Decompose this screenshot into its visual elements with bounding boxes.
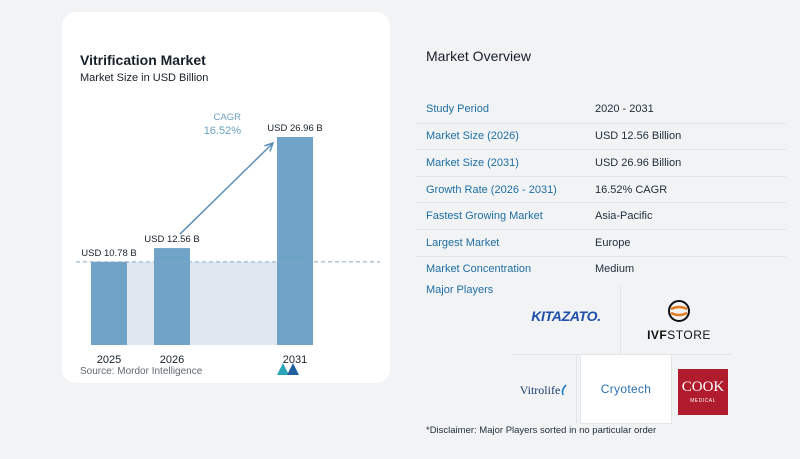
- overview-row: Market Size (2031) USD 26.96 Billion: [416, 149, 786, 176]
- x-tick-2031: 2031: [283, 354, 307, 366]
- data-label-2025: USD 10.78 B: [81, 248, 136, 259]
- overview-row-label: Market Size (2026): [426, 130, 519, 143]
- overview-row-value: USD 12.56 Billion: [595, 130, 682, 143]
- chart-card: Vitrification Market Market Size in USD …: [62, 12, 390, 383]
- overview-row-value: Medium: [595, 263, 635, 276]
- logo-divider: [620, 284, 621, 354]
- overview-row: Market Concentration Medium: [416, 255, 786, 283]
- overview-row: Largest Market Europe: [416, 228, 786, 256]
- kitazato-logo-text: KITAZATO.: [531, 308, 601, 324]
- ivf-store-logo-text: IVFSTORE: [647, 328, 711, 342]
- cagr-arrow-icon: [264, 141, 275, 152]
- overview-row-label: Growth Rate (2026 - 2031): [426, 183, 557, 196]
- overview-row-label: Fastest Growing Market: [426, 210, 543, 223]
- overview-row-value: Asia-Pacific: [595, 210, 653, 223]
- data-label-2031: USD 26.96 B: [267, 123, 322, 134]
- cook-medical-logo: COOK MEDICAL: [676, 366, 730, 418]
- kitazato-logo: KITAZATO.: [512, 284, 620, 348]
- cagr-label: CAGR: [214, 112, 242, 123]
- overview-table: Study Period 2020 - 2031 Market Size (2026…: [416, 96, 786, 282]
- mordor-logo-icon: [277, 363, 299, 375]
- overview-row-value: 2020 - 2031: [595, 103, 654, 116]
- cook-medical-subtext: MEDICAL: [690, 398, 716, 404]
- overview-row-value: 16.52% CAGR: [595, 183, 668, 196]
- bar-chart: USD 10.78 B 2025 USD 12.56 B 2026 USD 26.96 …: [76, 112, 380, 366]
- overview-row-label: Study Period: [426, 103, 489, 116]
- disclaimer: *Disclaimer: Major Players sorted in no …: [426, 425, 657, 436]
- bar-2031: [277, 137, 313, 345]
- overview-row-value: Europe: [595, 236, 631, 249]
- x-tick-2025: 2025: [97, 354, 121, 366]
- overview-title: Market Overview: [426, 48, 532, 64]
- chart-source: Source: Mordor Intelligence: [80, 366, 203, 377]
- data-label-2026: USD 12.56 B: [144, 234, 199, 245]
- overview-row-value: USD 26.96 Billion: [595, 156, 682, 169]
- overview-row-label: Market Size (2031): [426, 156, 519, 169]
- bar-2025: [91, 261, 127, 345]
- major-players-logos: KITAZATO. IVFSTORE Vitrolife Cryotech CO…: [512, 284, 800, 424]
- x-tick-2026: 2026: [160, 354, 184, 366]
- cagr-arrow-line: [179, 142, 274, 235]
- cryotech-logo: Cryotech: [580, 354, 672, 424]
- chart-subtitle: Market Size in USD Billion: [80, 72, 209, 84]
- cook-medical-badge: COOK MEDICAL: [678, 369, 728, 415]
- baseline-shade: [91, 261, 313, 345]
- overview-row-label: Largest Market: [426, 236, 500, 249]
- cryotech-logo-text: Cryotech: [600, 382, 652, 396]
- market-overview: Market Overview Study Period 2020 - 2031 M…: [416, 12, 800, 459]
- overview-row-label: Market Concentration: [426, 263, 532, 276]
- vitrolife-logo-text: Vitrolife: [519, 382, 561, 397]
- overview-row: Growth Rate (2026 - 2031) 16.52% CAGR: [416, 175, 786, 203]
- cook-logo-text: COOK: [681, 379, 725, 395]
- ivf-store-emblem-icon: [668, 300, 690, 322]
- logo-divider: [576, 354, 577, 424]
- vitrolife-logo: Vitrolife: [512, 360, 576, 420]
- overview-row: Study Period 2020 - 2031: [416, 96, 786, 123]
- overview-row: Fastest Growing Market Asia-Pacific: [416, 202, 786, 229]
- cagr-value: 16.52%: [204, 125, 242, 137]
- bar-2026: [154, 248, 190, 345]
- vitrolife-swoosh-icon: [561, 384, 567, 396]
- chart-title: Vitrification Market: [80, 52, 206, 68]
- ivf-store-logo: IVFSTORE: [624, 288, 734, 352]
- overview-row: Market Size (2026) USD 12.56 Billion: [416, 122, 786, 150]
- major-players-label: Major Players: [426, 284, 494, 296]
